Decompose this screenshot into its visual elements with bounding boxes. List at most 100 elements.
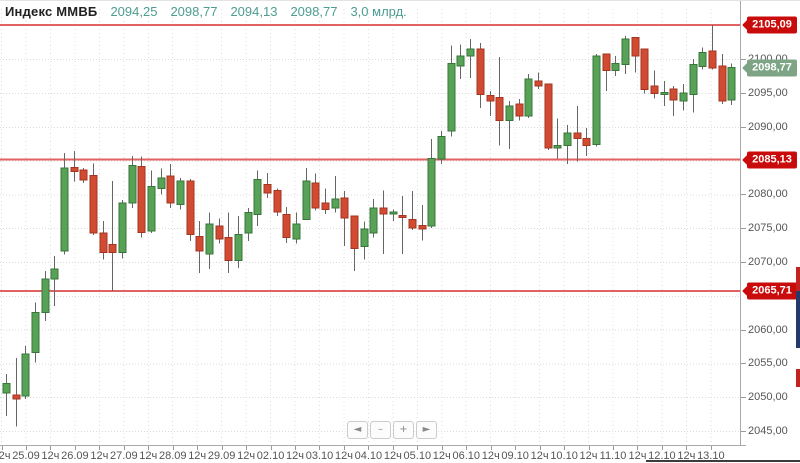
time-tick-label: 12ч <box>481 450 500 462</box>
candle-body-down <box>311 182 320 209</box>
candle-body-up <box>118 202 127 254</box>
level-lines <box>0 23 740 293</box>
time-tick-label: 12ч <box>628 450 647 462</box>
candle-body-up <box>360 228 369 247</box>
candle-body-down <box>166 175 175 204</box>
time-tick-mark <box>148 446 150 450</box>
time-tick-mark <box>588 446 590 450</box>
quote-low: 2094,13 <box>230 4 278 19</box>
time-tick-mark <box>99 446 101 450</box>
scroll-left-button[interactable]: ◄ <box>347 421 368 439</box>
candle-body-up <box>234 233 243 262</box>
price-tick-label: 2095,00 <box>748 87 788 99</box>
time-tick-mark <box>539 446 541 450</box>
time-tick-label: 26.09 <box>61 450 89 462</box>
time-tick-label: 04.10 <box>354 450 383 462</box>
time-tick-mark <box>25 446 27 450</box>
candle-body-down <box>79 169 88 181</box>
time-tick-mark <box>1 446 3 450</box>
time-tick-label: 12ч <box>188 450 207 462</box>
price-tick-mark <box>741 228 746 230</box>
candle-body-down <box>669 88 678 101</box>
time-tick-mark <box>50 446 52 450</box>
candle-body-down <box>515 103 524 117</box>
time-tick-mark <box>123 446 125 450</box>
time-tick-label: 12ч <box>530 450 549 462</box>
level-price-badge: 2085,13 <box>747 151 797 169</box>
candle-body-down <box>573 132 582 139</box>
candle-body-down <box>137 166 146 233</box>
candle-body-up <box>621 38 630 66</box>
time-tick-label: 02.10 <box>256 450 285 462</box>
time-tick-label: 11.10 <box>599 450 627 462</box>
quote-high: 2098,77 <box>170 4 218 19</box>
candle-body-up <box>727 67 736 101</box>
time-tick-mark <box>172 446 174 450</box>
time-tick-mark <box>343 446 345 450</box>
price-tick-mark <box>741 59 746 61</box>
time-tick-label: 12ч <box>677 450 696 462</box>
candle-body-down <box>321 202 330 210</box>
candle-body-down <box>99 232 108 254</box>
price-tick-label: 2045,00 <box>748 425 788 437</box>
scroll-right-button[interactable]: ► <box>416 421 437 439</box>
candle-body-up <box>31 312 40 354</box>
time-tick-label: 12ч <box>334 450 353 462</box>
time-tick-label: 12ч <box>237 450 256 462</box>
candle-body-down <box>418 224 427 230</box>
time-tick-label: 13.10 <box>697 450 725 462</box>
candle-body-up <box>427 158 436 227</box>
candle-body-down <box>273 189 282 213</box>
zoom-in-button[interactable]: + <box>393 421 414 439</box>
candle-body-up <box>157 177 166 189</box>
time-tick-mark <box>417 446 419 450</box>
price-tick-label: 2055,00 <box>748 357 788 370</box>
candle-body-up <box>456 55 465 67</box>
price-tick-label: 2060,00 <box>748 323 788 336</box>
right-edge-cropped-content-red-bottom <box>796 369 800 387</box>
candle-body-down <box>582 137 591 147</box>
time-tick-mark <box>466 446 468 450</box>
time-tick-mark <box>197 446 199 450</box>
price-tick-label: 2090,00 <box>748 120 788 133</box>
time-tick-label: 12ч <box>579 450 598 462</box>
time-tick-label: 12ч <box>41 450 60 462</box>
time-tick-mark <box>295 446 297 450</box>
time-tick-label: 12ч <box>0 450 11 462</box>
candle-body-down <box>12 394 21 400</box>
candle-body-up <box>205 223 214 255</box>
time-tick-mark <box>74 446 76 450</box>
time-tick-label: 28.09 <box>158 450 187 462</box>
candle-body-down <box>282 214 291 239</box>
candle-body-up <box>147 185 156 232</box>
time-tick-mark <box>368 446 370 450</box>
candle-body-down <box>398 214 407 218</box>
time-tick-label: 29.09 <box>207 450 236 462</box>
price-tick-label: 2070,00 <box>748 256 788 268</box>
level-price-badge: 2065,71 <box>747 282 797 300</box>
quote-close: 2098,77 <box>290 4 338 19</box>
candle-body-up <box>331 198 340 209</box>
time-tick-label: 03.10 <box>305 450 334 462</box>
time-tick-mark <box>392 446 394 450</box>
time-tick-label: 12ч <box>383 450 402 462</box>
candle-body-up <box>369 207 378 234</box>
candle-body-down <box>544 83 553 149</box>
time-tick-mark <box>319 446 321 450</box>
time-tick-label: 05.10 <box>403 450 432 462</box>
candle-body-up <box>447 62 456 132</box>
candle-body-down <box>408 218 417 229</box>
price-tick-mark <box>741 363 746 365</box>
chart-nav-buttons: ◄ – + ► <box>347 421 437 439</box>
zoom-out-button[interactable]: – <box>370 421 391 439</box>
time-tick-label: 12.10 <box>648 450 676 462</box>
lower-panel-top-edge <box>646 460 800 462</box>
price-tick-label: 2080,00 <box>748 188 788 201</box>
price-tick-mark <box>741 93 746 94</box>
candle-body-up <box>60 167 69 252</box>
quote-open: 2094,25 <box>110 4 158 19</box>
candlestick-plot-area <box>0 9 740 445</box>
candle-body-up <box>505 105 514 122</box>
time-tick-label: 12ч <box>90 450 109 462</box>
candle-body-down <box>224 237 233 262</box>
